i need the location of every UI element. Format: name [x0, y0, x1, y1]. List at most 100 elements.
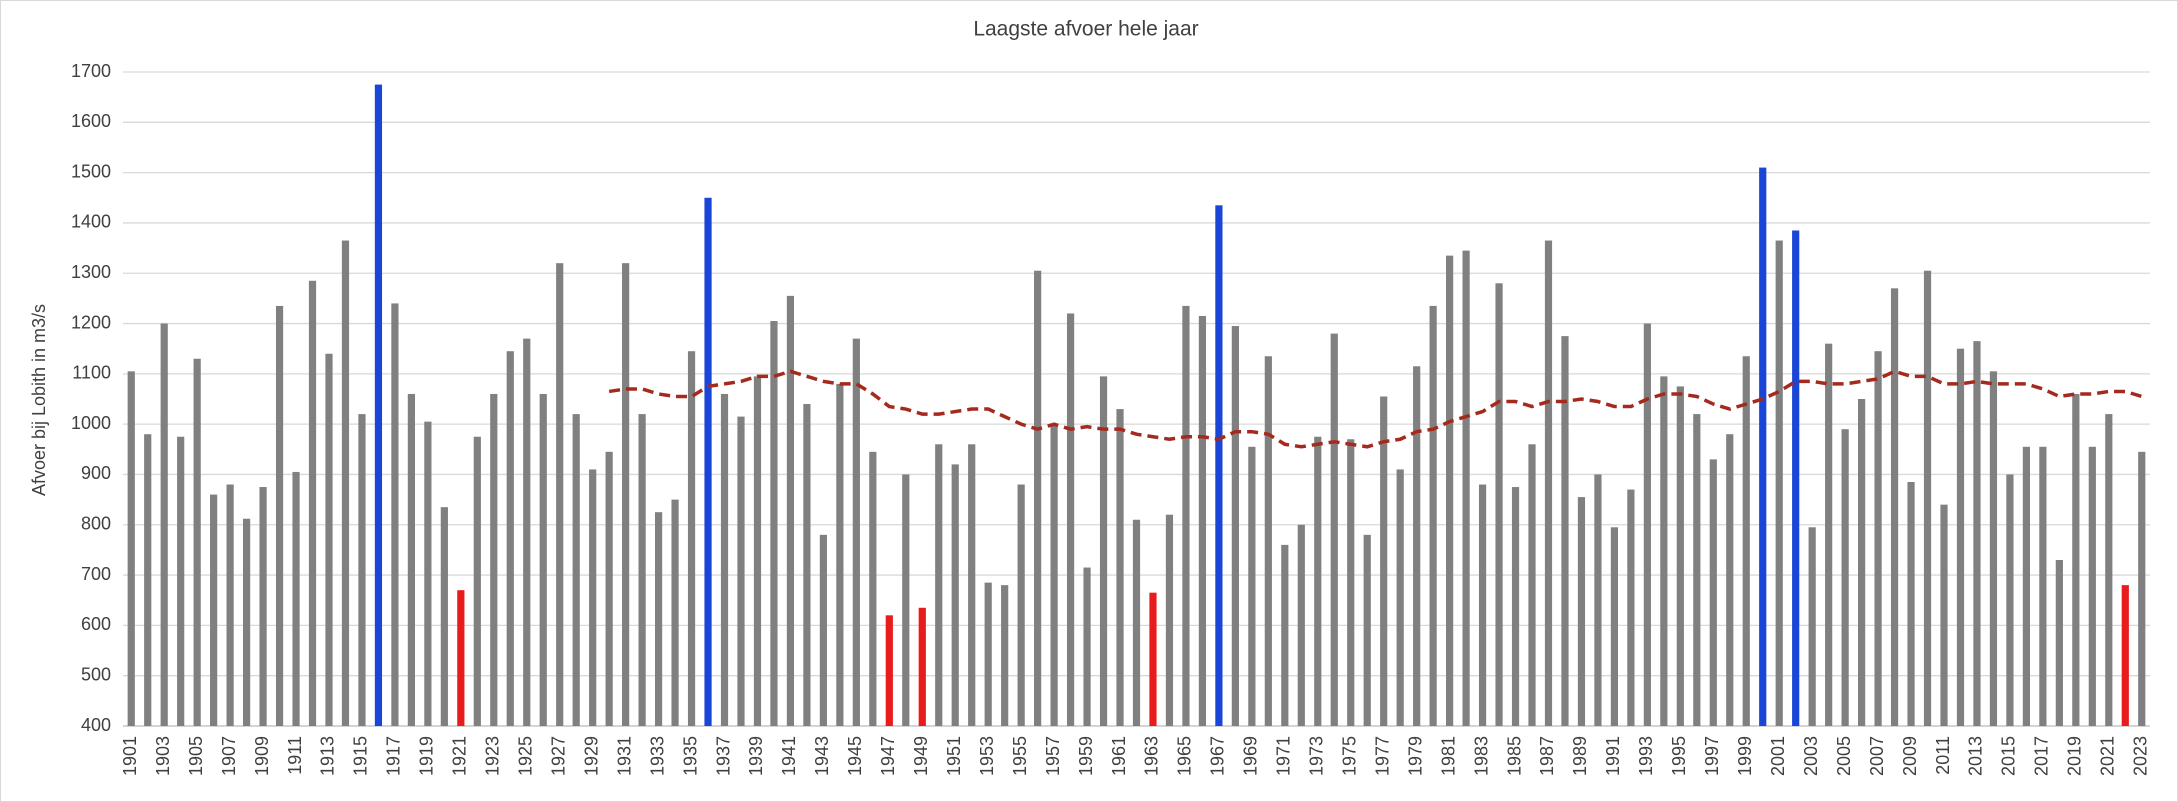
x-tick-label: 1945 — [845, 736, 865, 776]
x-tick-label: 1965 — [1175, 736, 1195, 776]
x-tick-label: 2009 — [1900, 736, 1920, 776]
chart-title: Laagste afvoer hele jaar — [973, 18, 1198, 41]
bar — [1544, 240, 1553, 726]
x-tick-label: 1913 — [318, 736, 338, 776]
bar — [968, 444, 976, 726]
x-tick-label: 1915 — [351, 736, 371, 776]
bar — [1726, 434, 1734, 726]
bar — [1314, 436, 1322, 726]
bar — [819, 534, 827, 726]
y-tick-label: 900 — [81, 463, 111, 483]
x-tick-label: 1917 — [384, 736, 404, 776]
x-tick-label: 1929 — [581, 736, 601, 776]
x-tick-label: 1983 — [1471, 736, 1491, 776]
bar — [1907, 482, 1915, 726]
bar — [1396, 469, 1404, 726]
bar — [1034, 270, 1042, 726]
x-tick-label: 1975 — [1339, 736, 1359, 776]
bar — [1462, 250, 1470, 727]
x-tick-label: 1989 — [1570, 736, 1590, 776]
x-tick-label: 1969 — [1241, 736, 1261, 776]
bar — [885, 615, 893, 726]
bar — [1050, 424, 1058, 726]
bar — [671, 499, 679, 726]
x-tick-label: 2013 — [1966, 736, 1986, 776]
y-tick-label: 1400 — [71, 212, 111, 232]
bar — [1363, 534, 1371, 726]
x-tick-label: 2023 — [2131, 736, 2151, 776]
bar — [1742, 356, 1750, 726]
bar — [341, 240, 350, 726]
bar — [556, 263, 564, 726]
bar — [1413, 366, 1421, 726]
bar — [1495, 283, 1503, 726]
bar — [935, 444, 943, 726]
bar — [1890, 288, 1899, 726]
bar — [177, 436, 185, 726]
bar — [687, 351, 696, 726]
bar — [1528, 444, 1536, 726]
bar — [2006, 474, 2014, 726]
bar — [918, 607, 926, 726]
bar — [589, 469, 597, 726]
bar — [1231, 326, 1239, 726]
bar — [325, 353, 333, 726]
bar — [852, 338, 860, 726]
x-tick-label: 1961 — [1109, 736, 1129, 776]
bar — [539, 393, 547, 726]
bar — [1099, 376, 1108, 726]
bar — [737, 416, 745, 726]
x-tick-label: 1987 — [1537, 736, 1557, 776]
x-tick-label: 1957 — [1043, 736, 1063, 776]
x-tick-label: 1903 — [153, 736, 173, 776]
x-tick-label: 1931 — [614, 736, 634, 776]
bar — [786, 295, 795, 726]
bar — [2039, 446, 2047, 726]
x-tick-label: 2011 — [1933, 736, 1953, 775]
x-tick-label: 2017 — [2032, 736, 2052, 776]
bar — [1215, 205, 1223, 727]
y-tick-label: 1000 — [71, 413, 111, 433]
x-tick-label: 1979 — [1405, 736, 1425, 776]
x-tick-label: 1901 — [120, 736, 140, 776]
bar — [638, 414, 646, 726]
bar — [1923, 270, 1932, 726]
bar — [1248, 446, 1256, 726]
bar — [226, 484, 234, 726]
bar — [1858, 399, 1866, 726]
bar — [1693, 414, 1701, 726]
x-tick-label: 1999 — [1735, 736, 1755, 776]
bar — [1066, 313, 1075, 726]
bar — [160, 323, 168, 726]
x-tick-label: 2005 — [1834, 736, 1854, 776]
bar — [836, 383, 844, 726]
bar — [2055, 559, 2063, 726]
bar — [275, 305, 284, 726]
bar — [1594, 474, 1602, 726]
bar — [770, 321, 778, 726]
bar — [1709, 459, 1717, 726]
x-tick-label: 1943 — [812, 736, 832, 776]
bar — [2072, 393, 2080, 726]
bar — [1660, 376, 1668, 726]
x-tick-label: 1925 — [516, 736, 536, 776]
bar — [2121, 585, 2129, 726]
bar — [1330, 333, 1338, 726]
bar — [2105, 414, 2113, 726]
bar — [1116, 409, 1124, 726]
bar — [2088, 446, 2096, 726]
x-tick-label: 1955 — [1010, 736, 1030, 776]
y-tick-label: 1100 — [72, 363, 111, 383]
bar — [1264, 356, 1272, 726]
bar — [1281, 544, 1289, 726]
bar — [951, 464, 959, 726]
bar — [1825, 343, 1833, 726]
x-tick-label: 1995 — [1669, 736, 1689, 776]
bar — [1511, 487, 1520, 726]
bar — [358, 414, 366, 726]
x-tick-label: 1981 — [1438, 736, 1458, 776]
bar — [803, 404, 811, 726]
x-tick-label: 1947 — [878, 736, 898, 776]
bar — [457, 590, 465, 726]
